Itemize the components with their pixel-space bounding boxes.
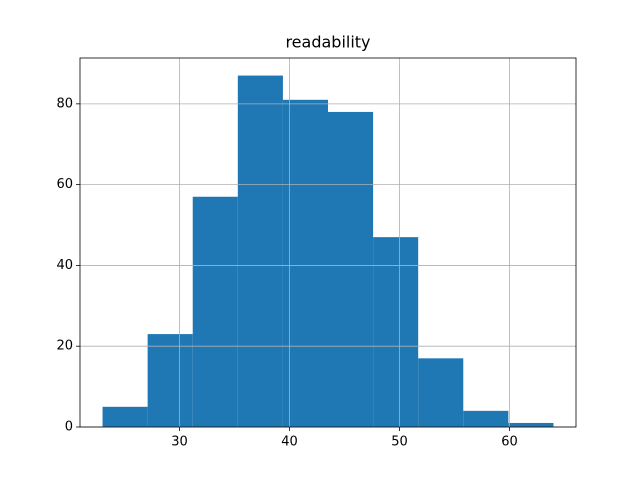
chart-title: readability [285,33,370,52]
x-tick-label: 40 [281,435,298,450]
y-tick-label: 40 [56,258,73,273]
bar [102,406,148,427]
x-tick-label: 30 [171,435,188,450]
bar [282,99,328,427]
bar [418,358,464,427]
y-tick-label: 20 [56,339,73,354]
bar [237,75,283,428]
bar [328,111,374,427]
bar [192,196,238,427]
bar [463,410,509,427]
plot-frame [79,57,577,428]
y-tick-label: 0 [65,420,73,435]
x-tick-label: 50 [391,435,408,450]
y-tick-label: 60 [56,177,73,192]
bar [508,422,554,427]
y-tick-label: 80 [56,96,73,111]
x-tick-label: 60 [501,435,518,450]
bar [373,237,419,427]
bar [147,334,193,427]
